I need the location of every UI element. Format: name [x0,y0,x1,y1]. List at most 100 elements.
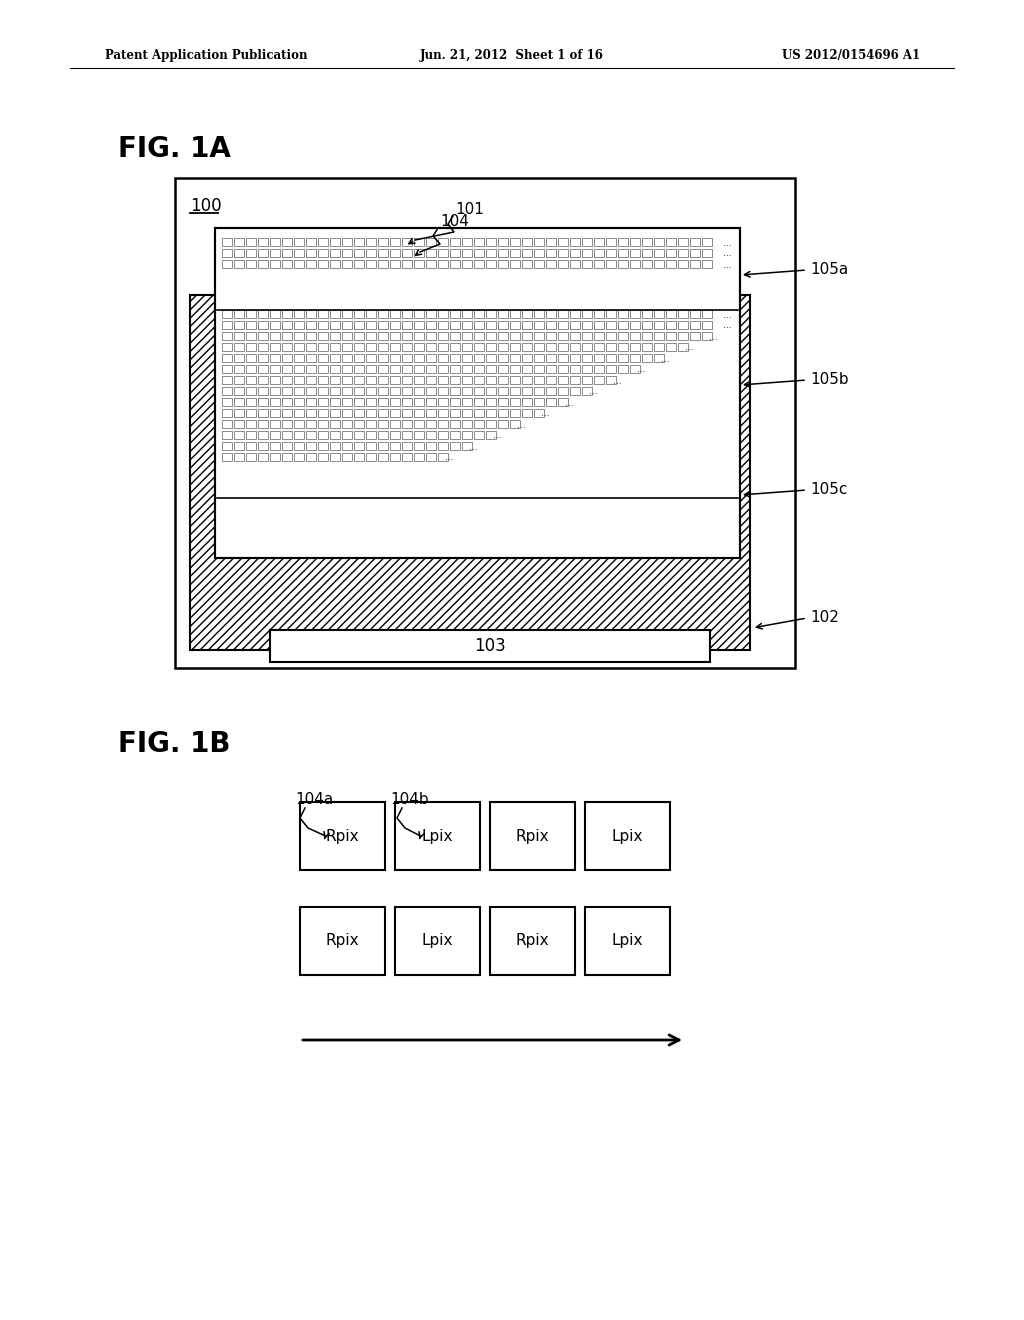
Bar [618,321,628,329]
Bar [366,321,376,329]
Bar [270,630,710,663]
Bar [306,310,316,318]
Bar [258,376,268,384]
Bar [258,366,268,374]
Bar [498,238,508,246]
Bar [474,354,484,362]
Bar [366,409,376,417]
Bar [462,249,472,257]
Bar [438,453,449,461]
Bar [318,260,328,268]
Bar [318,420,328,428]
Bar [246,376,256,384]
Bar [246,333,256,341]
Bar [462,333,472,341]
Text: ...: ... [589,388,598,396]
Bar [582,260,592,268]
Text: 105a: 105a [810,263,848,277]
Bar [534,376,544,384]
Bar [258,333,268,341]
Bar [654,260,664,268]
Bar [498,310,508,318]
Bar [594,321,604,329]
Bar [270,310,280,318]
Text: ...: ... [637,366,645,375]
Bar [534,387,544,395]
Bar [630,366,640,374]
Bar [450,310,460,318]
Bar [474,409,484,417]
Bar [438,409,449,417]
Bar [330,343,340,351]
Bar [378,432,388,440]
Bar [690,310,700,318]
Bar [366,260,376,268]
Bar [402,333,412,341]
Bar [474,343,484,351]
Bar [294,366,304,374]
Bar [570,366,580,374]
Bar [522,343,532,351]
Bar [426,376,436,384]
Text: ...: ... [541,409,550,418]
Bar [426,420,436,428]
Bar [330,453,340,461]
Bar [618,249,628,257]
Bar [450,432,460,440]
Bar [666,333,676,341]
Bar [438,399,449,407]
Bar [282,399,292,407]
Bar [570,333,580,341]
Bar [486,310,496,318]
Bar [522,238,532,246]
Text: Rpix: Rpix [516,933,549,949]
Text: Rpix: Rpix [516,829,549,843]
Bar [330,354,340,362]
Bar [282,238,292,246]
Bar [498,420,508,428]
Bar [582,333,592,341]
Text: Lpix: Lpix [611,933,643,949]
Bar [678,238,688,246]
Bar [642,343,652,351]
Bar [426,354,436,362]
Bar [582,343,592,351]
Bar [498,333,508,341]
Bar [642,249,652,257]
Bar [678,333,688,341]
Bar [450,420,460,428]
Bar [282,249,292,257]
Bar [642,333,652,341]
Bar [354,260,364,268]
Bar [654,354,664,362]
Bar [402,321,412,329]
Bar [570,321,580,329]
Bar [246,238,256,246]
Bar [330,249,340,257]
Bar [402,442,412,450]
Text: ...: ... [469,442,477,451]
Bar [366,354,376,362]
Bar [510,260,520,268]
Bar [438,260,449,268]
Bar [294,409,304,417]
Bar [570,249,580,257]
Bar [270,453,280,461]
Bar [258,238,268,246]
Bar [486,387,496,395]
Bar [354,321,364,329]
Bar [390,366,400,374]
Text: 104: 104 [440,214,469,230]
Bar [222,399,232,407]
Bar [234,453,244,461]
Bar [366,420,376,428]
Bar [390,442,400,450]
Bar [414,333,424,341]
Bar [354,238,364,246]
Bar [594,249,604,257]
Bar [294,376,304,384]
Bar [222,321,232,329]
Bar [294,343,304,351]
Bar [330,366,340,374]
Bar [510,354,520,362]
